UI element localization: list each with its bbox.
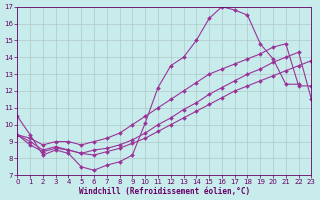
X-axis label: Windchill (Refroidissement éolien,°C): Windchill (Refroidissement éolien,°C): [79, 187, 250, 196]
